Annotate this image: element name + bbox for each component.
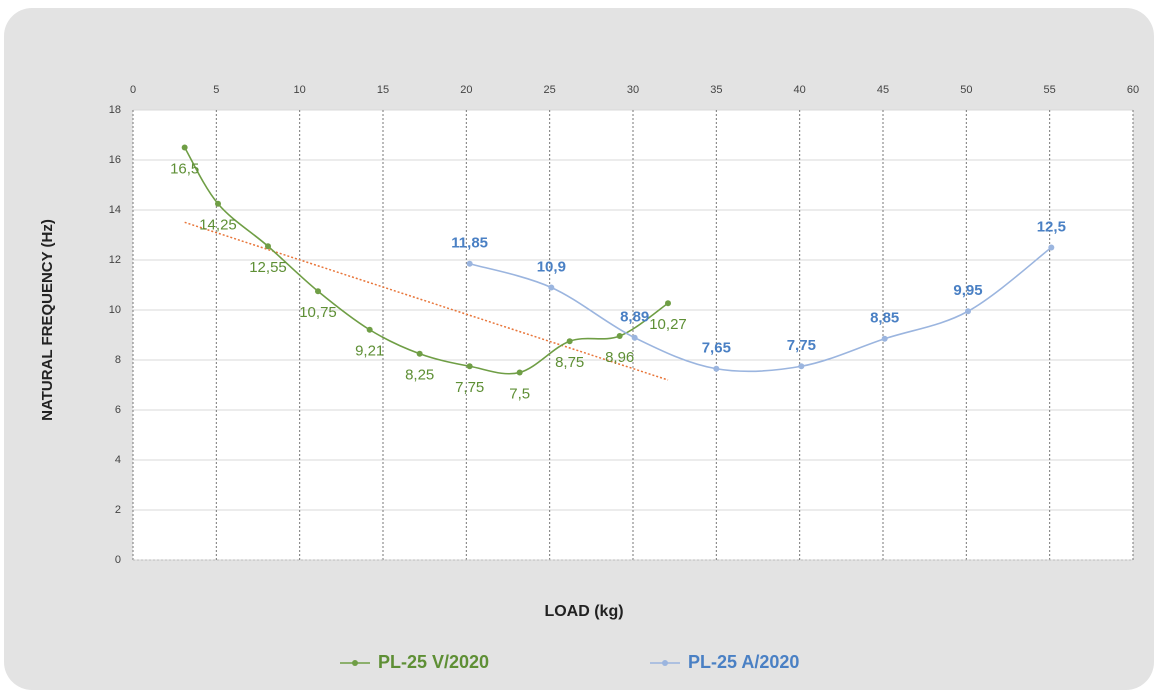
data-point (315, 288, 321, 295)
data-point (265, 243, 271, 250)
y-tick-label: 18 (109, 104, 121, 116)
x-tick-label: 45 (877, 84, 889, 96)
data-point (366, 326, 373, 333)
data-point (713, 365, 720, 372)
data-point (181, 144, 188, 151)
data-label: 9,21 (355, 343, 384, 360)
data-label: 8,89 (620, 309, 649, 326)
legend-marker (662, 660, 668, 666)
data-label: 9,95 (953, 282, 982, 299)
data-label: 12,5 (1037, 218, 1066, 235)
data-label: 7,5 (509, 385, 530, 402)
y-axis-title: NATURAL FREQUENCY (Hz) (39, 219, 56, 421)
data-point (965, 308, 971, 315)
x-tick-label: 40 (794, 84, 806, 96)
data-label: 12,55 (249, 259, 287, 276)
y-tick-label: 4 (115, 454, 121, 466)
data-point (881, 335, 888, 342)
data-point (566, 338, 573, 345)
x-tick-label: 30 (627, 84, 639, 96)
data-point (616, 333, 623, 339)
data-point (1048, 244, 1055, 251)
data-label: 7,75 (455, 379, 484, 396)
data-point (798, 363, 805, 370)
x-tick-label: 5 (213, 84, 219, 96)
trendline (184, 221, 669, 381)
x-tick-label: 0 (130, 84, 136, 96)
y-tick-label: 0 (115, 554, 121, 566)
x-tick-label: 50 (960, 84, 972, 96)
x-tick-label: 35 (710, 84, 722, 96)
data-label: 8,85 (870, 310, 899, 327)
data-point (516, 369, 523, 376)
y-tick-label: 10 (109, 304, 121, 316)
y-tick-label: 2 (115, 504, 121, 516)
legend-label: PL-25 V/2020 (378, 652, 489, 672)
data-label: 10,75 (299, 304, 337, 321)
data-label: 14,25 (199, 217, 237, 234)
x-tick-label: 20 (460, 84, 472, 96)
data-label: 8,75 (555, 354, 584, 371)
legend-label: PL-25 A/2020 (688, 652, 799, 672)
legend-marker (352, 660, 358, 666)
data-point (631, 334, 638, 341)
data-label: 16,5 (170, 160, 199, 177)
x-tick-label: 55 (1044, 84, 1056, 96)
data-point (466, 363, 473, 370)
x-tick-label: 15 (377, 84, 389, 96)
data-label: 10,9 (537, 258, 566, 275)
data-label: 8,25 (405, 367, 434, 384)
y-tick-label: 16 (109, 154, 121, 166)
data-point (665, 300, 671, 307)
x-tick-label: 25 (544, 84, 556, 96)
data-label: 7,75 (787, 337, 816, 354)
data-point (215, 200, 221, 207)
data-label: 8,96 (605, 349, 634, 366)
data-label: 7,65 (702, 340, 731, 357)
series-line (183, 147, 669, 375)
x-tick-label: 60 (1127, 84, 1139, 96)
data-point (548, 284, 555, 291)
x-axis-title: LOAD (kg) (544, 603, 623, 620)
y-tick-label: 8 (115, 354, 121, 366)
y-tick-label: 6 (115, 404, 121, 416)
data-point (466, 260, 473, 267)
data-label: 11,85 (451, 235, 488, 252)
y-tick-label: 12 (109, 254, 121, 266)
data-point (416, 350, 423, 357)
data-label: 10,27 (649, 316, 687, 333)
x-tick-label: 10 (294, 84, 306, 96)
y-tick-label: 14 (109, 204, 121, 216)
